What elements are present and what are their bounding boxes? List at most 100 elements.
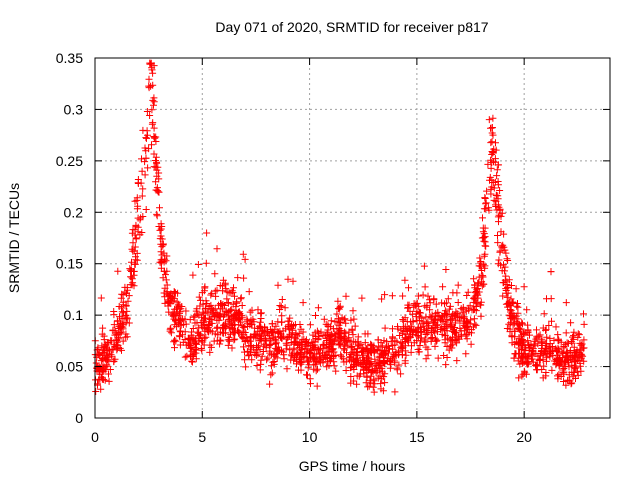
data-point bbox=[550, 336, 558, 344]
data-point bbox=[499, 279, 507, 287]
data-point bbox=[267, 371, 275, 379]
data-point bbox=[259, 348, 267, 355]
data-point bbox=[376, 346, 384, 354]
data-point bbox=[470, 275, 478, 283]
data-point bbox=[477, 312, 485, 320]
data-point bbox=[343, 349, 350, 357]
data-point bbox=[472, 307, 480, 315]
data-point bbox=[482, 242, 490, 250]
data-point bbox=[475, 262, 483, 270]
data-point bbox=[462, 323, 470, 331]
data-point bbox=[105, 346, 113, 354]
y-tick-label: 0.25 bbox=[56, 153, 83, 169]
data-point bbox=[370, 375, 378, 383]
data-point bbox=[306, 342, 314, 349]
data-point bbox=[367, 372, 375, 380]
data-point bbox=[346, 353, 354, 361]
data-point bbox=[283, 365, 291, 373]
data-point bbox=[113, 317, 121, 325]
data-point bbox=[144, 164, 152, 172]
data-point bbox=[283, 341, 291, 349]
data-point bbox=[389, 333, 396, 341]
data-point bbox=[420, 326, 428, 334]
data-point bbox=[231, 292, 238, 300]
data-point bbox=[580, 310, 587, 318]
data-point bbox=[338, 314, 346, 322]
data-point bbox=[149, 69, 157, 77]
data-point bbox=[518, 353, 526, 361]
data-point bbox=[139, 185, 147, 193]
data-point bbox=[335, 325, 343, 332]
data-point bbox=[519, 357, 526, 365]
data-point bbox=[463, 292, 471, 299]
data-point bbox=[313, 382, 321, 390]
data-point bbox=[481, 250, 489, 258]
data-point bbox=[364, 383, 372, 391]
data-point bbox=[451, 319, 459, 327]
data-point bbox=[250, 318, 258, 326]
data-point bbox=[104, 356, 111, 364]
data-point bbox=[192, 307, 200, 315]
data-point bbox=[373, 345, 381, 353]
data-point bbox=[332, 367, 340, 375]
data-point bbox=[496, 205, 504, 213]
data-point bbox=[424, 292, 432, 300]
data-point bbox=[562, 381, 570, 389]
data-point bbox=[122, 301, 130, 309]
data-point bbox=[213, 245, 221, 253]
data-point bbox=[257, 310, 265, 318]
data-point bbox=[153, 166, 161, 174]
data-point bbox=[258, 352, 266, 360]
data-point bbox=[210, 337, 218, 345]
data-point bbox=[441, 332, 449, 340]
data-point bbox=[99, 355, 106, 362]
data-point bbox=[251, 331, 259, 339]
data-point bbox=[523, 360, 531, 368]
data-point bbox=[399, 316, 407, 323]
data-point bbox=[195, 293, 203, 301]
data-point bbox=[152, 186, 160, 194]
data-point bbox=[341, 342, 349, 350]
data-point bbox=[330, 337, 338, 345]
data-point bbox=[568, 361, 576, 369]
data-point bbox=[297, 325, 305, 333]
data-point bbox=[420, 322, 428, 330]
data-point bbox=[334, 305, 342, 312]
data-point bbox=[176, 308, 184, 316]
data-point bbox=[567, 319, 575, 327]
data-point bbox=[542, 369, 550, 376]
data-point bbox=[580, 320, 588, 328]
data-point bbox=[459, 309, 467, 317]
data-point bbox=[177, 328, 185, 336]
data-point bbox=[450, 325, 457, 333]
data-point bbox=[291, 334, 299, 342]
data-point bbox=[529, 348, 537, 356]
data-point bbox=[268, 362, 275, 370]
data-point bbox=[259, 327, 267, 335]
data-point bbox=[186, 351, 194, 359]
data-point bbox=[143, 134, 150, 142]
data-point bbox=[471, 284, 479, 292]
data-point bbox=[342, 358, 350, 366]
data-point bbox=[230, 315, 238, 323]
data-point bbox=[412, 313, 420, 321]
data-point bbox=[575, 331, 583, 339]
data-point bbox=[439, 283, 447, 291]
data-point bbox=[391, 357, 399, 365]
data-point bbox=[504, 303, 512, 311]
data-point bbox=[490, 184, 498, 192]
data-point bbox=[494, 239, 502, 247]
data-point bbox=[247, 348, 254, 356]
data-point bbox=[350, 361, 358, 369]
data-point bbox=[419, 291, 427, 299]
data-point bbox=[290, 322, 297, 330]
data-point bbox=[208, 328, 216, 336]
data-point bbox=[537, 348, 545, 355]
data-point bbox=[348, 325, 356, 333]
data-point bbox=[118, 304, 125, 312]
data-point bbox=[161, 299, 169, 307]
data-point bbox=[132, 235, 140, 243]
data-point bbox=[502, 272, 510, 280]
data-point bbox=[124, 297, 132, 305]
axis-ticks bbox=[94, 57, 610, 419]
